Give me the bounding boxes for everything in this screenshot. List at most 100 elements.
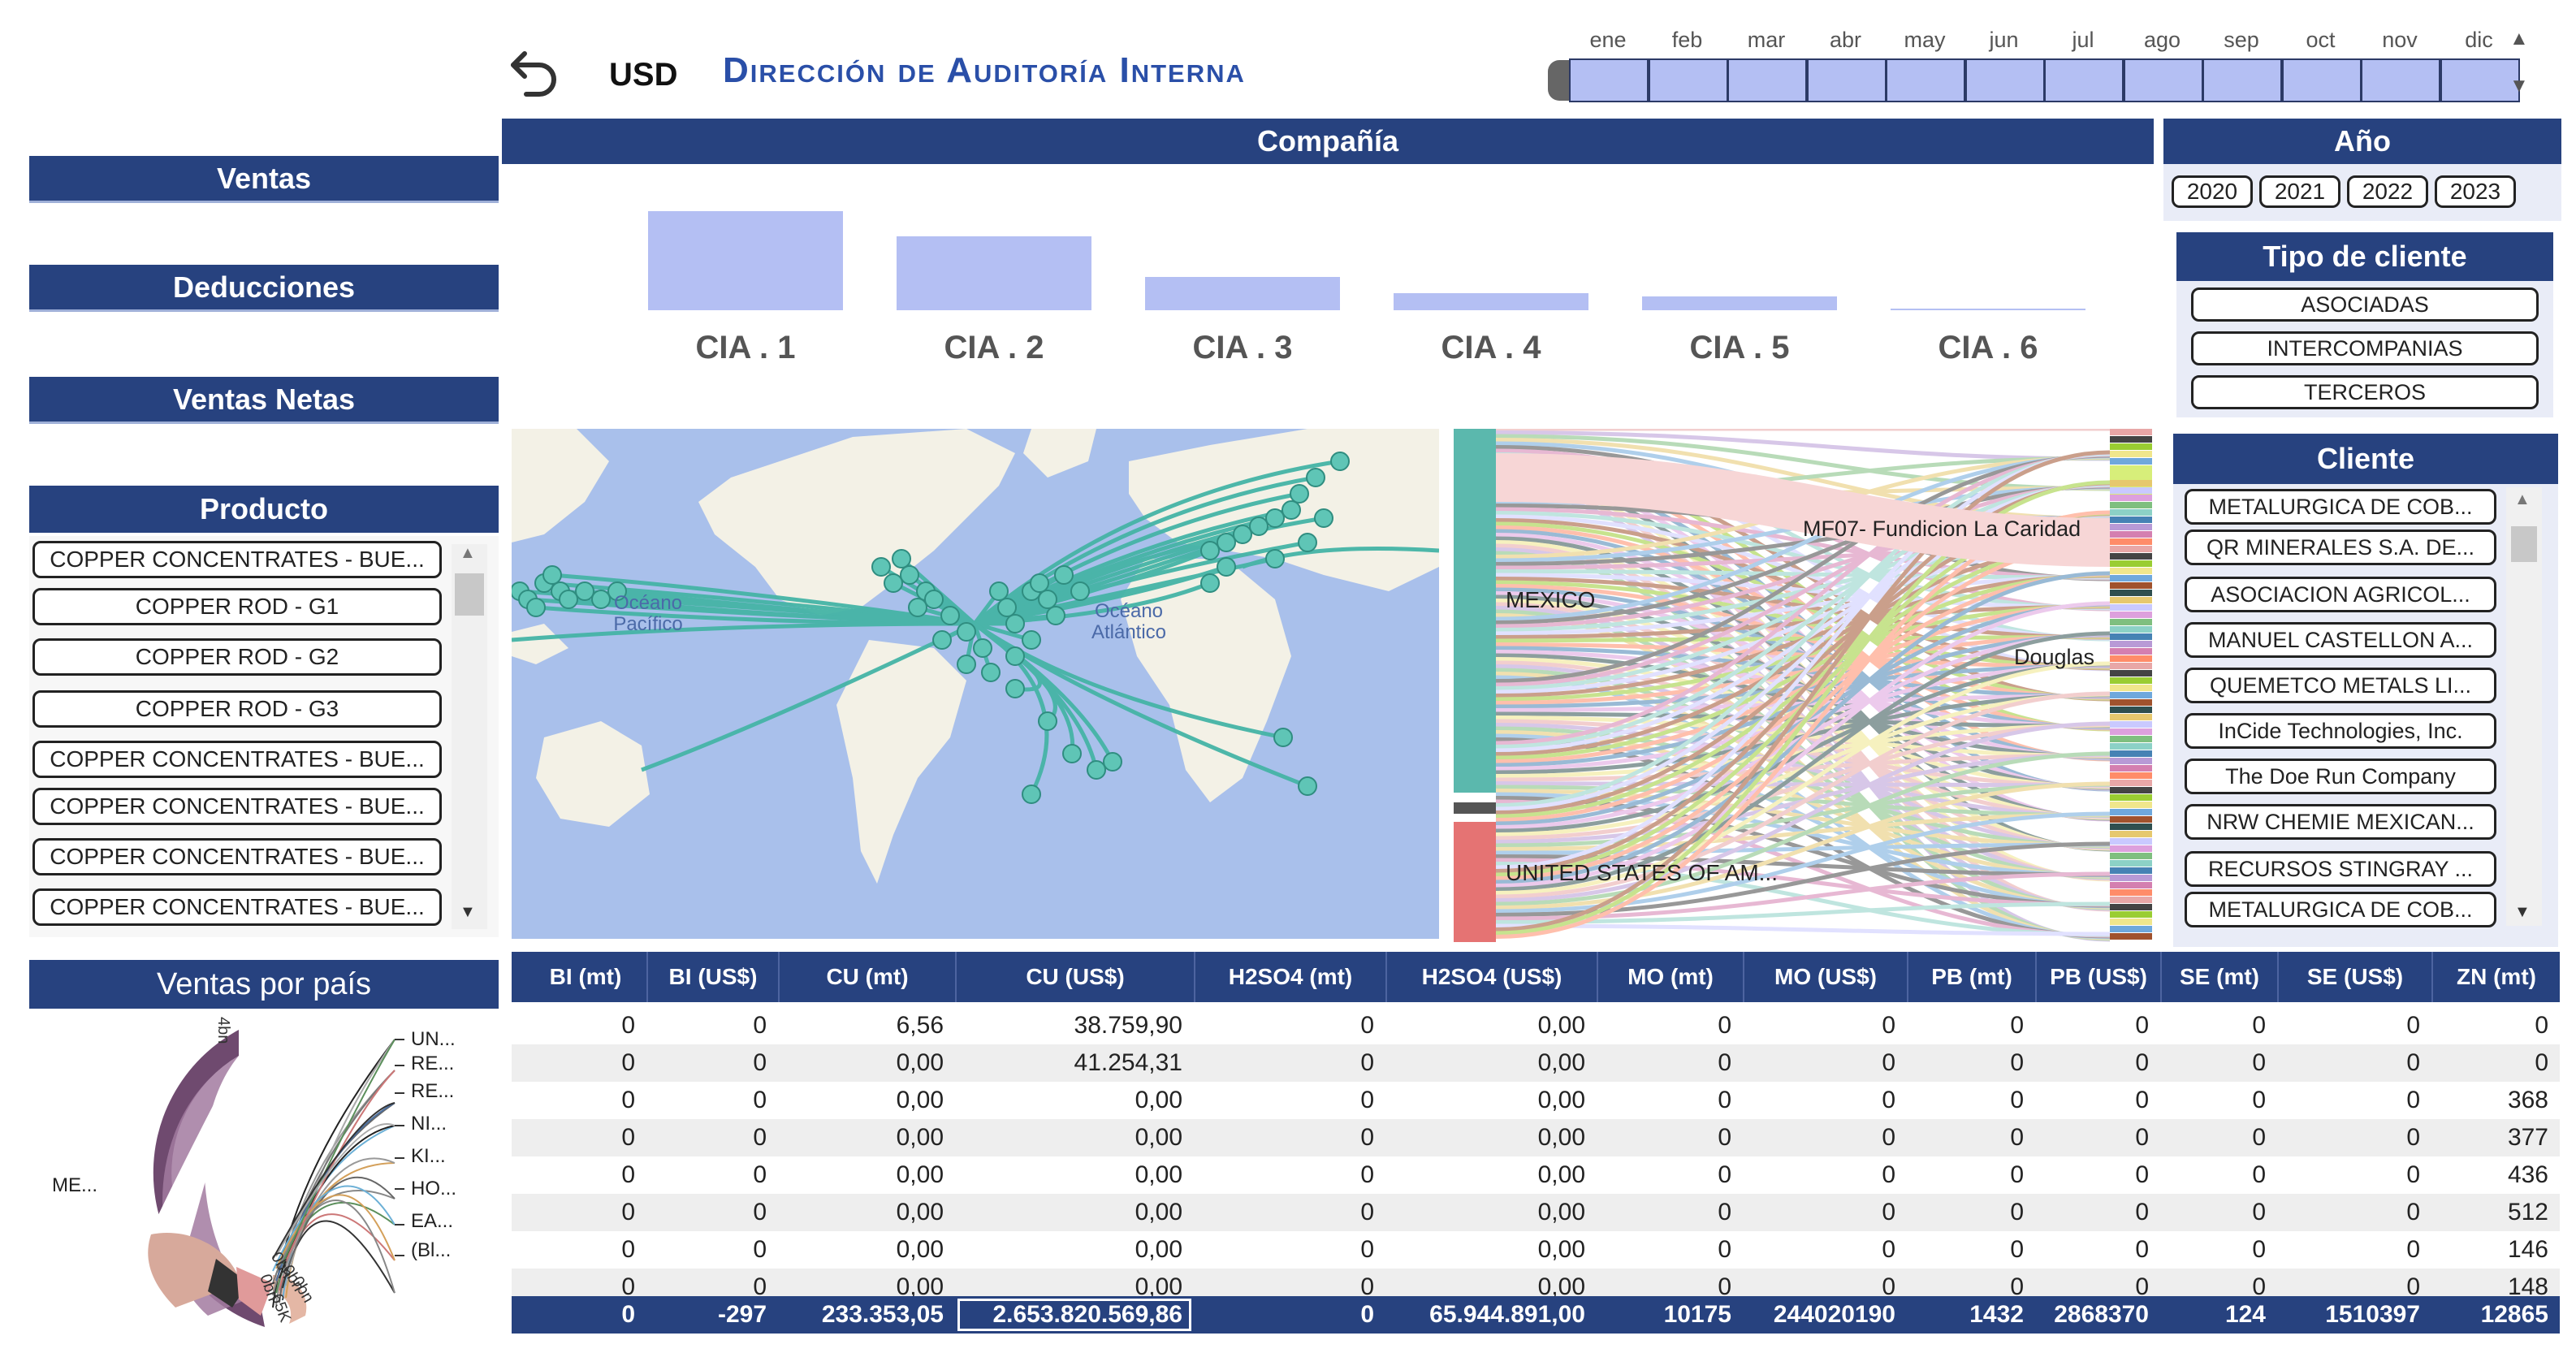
- ventas-netas-button[interactable]: Ventas Netas: [29, 377, 499, 424]
- sankey-right-node: [2110, 699, 2152, 706]
- table-column-header[interactable]: BI (mt): [549, 964, 622, 989]
- back-icon[interactable]: [507, 42, 564, 99]
- producto-item[interactable]: COPPER CONCENTRATES - BUE...: [32, 788, 442, 825]
- sankey-chart[interactable]: MEXICO UNITED STATES OF AM... MF07- Fund…: [1454, 429, 2168, 949]
- cliente-scroll-thumb[interactable]: [2511, 526, 2537, 562]
- table-column-header[interactable]: H2SO4 (mt): [1194, 952, 1385, 1002]
- month-cell-feb[interactable]: [1648, 58, 1728, 102]
- month-cell-dic[interactable]: [2440, 58, 2520, 102]
- table-cell: 0: [2406, 1012, 2420, 1039]
- producto-item[interactable]: COPPER CONCENTRATES - BUE...: [32, 838, 442, 875]
- producto-item[interactable]: COPPER ROD - G1: [32, 588, 442, 625]
- table-column-header[interactable]: CU (US$): [955, 952, 1194, 1002]
- producto-item[interactable]: COPPER ROD - G2: [32, 638, 442, 676]
- tipo-cliente-button[interactable]: INTERCOMPANIAS: [2191, 331, 2539, 365]
- table-row[interactable]: [512, 1044, 2560, 1082]
- month-cell-ago[interactable]: [2123, 58, 2203, 102]
- cliente-item[interactable]: QUEMETCO METALS LI...: [2185, 668, 2496, 703]
- table-column-header[interactable]: BI (US$): [646, 952, 778, 1002]
- sankey-flow: [1495, 601, 2111, 888]
- map-route: [600, 597, 975, 626]
- compania-bar[interactable]: [1891, 308, 2085, 310]
- month-cell-jun[interactable]: [1964, 58, 2045, 102]
- table-cell: 0: [2406, 1161, 2420, 1188]
- month-cell-nov[interactable]: [2361, 58, 2440, 102]
- table-column-header[interactable]: H2SO4 (US$): [1385, 952, 1597, 1002]
- ventas-button[interactable]: Ventas: [29, 156, 499, 203]
- producto-scroll-down-icon[interactable]: ▼: [460, 903, 476, 921]
- cliente-item[interactable]: InCide Technologies, Inc.: [2185, 713, 2496, 749]
- table-column-header[interactable]: PB (US$): [2035, 952, 2160, 1002]
- compania-bar[interactable]: [1394, 293, 1588, 310]
- producto-item[interactable]: COPPER CONCENTRATES - BUE...: [32, 888, 442, 926]
- table-row[interactable]: [512, 1082, 2560, 1119]
- table-column-header[interactable]: ZN (mt): [2431, 952, 2560, 1002]
- cliente-item[interactable]: MANUEL CASTELLON A...: [2185, 622, 2496, 658]
- cliente-item[interactable]: QR MINERALES S.A. DE...: [2185, 530, 2496, 565]
- ventas-pais-chord-chart[interactable]: [29, 1015, 499, 1340]
- table-row[interactable]: [512, 1119, 2560, 1156]
- table-column-header[interactable]: PB (mt): [1907, 952, 2035, 1002]
- cliente-scroll-up-icon[interactable]: ▲: [2514, 491, 2531, 508]
- producto-item[interactable]: COPPER CONCENTRATES - BUE...: [32, 741, 442, 778]
- map-route: [973, 516, 1325, 626]
- sankey-right-node: [2110, 663, 2152, 669]
- year-button-2022[interactable]: 2022: [2347, 175, 2428, 208]
- cliente-item[interactable]: ASOCIACION AGRICOL...: [2185, 577, 2496, 612]
- cliente-item[interactable]: RECURSOS STINGRAY ...: [2185, 851, 2496, 887]
- chord-ribbon-5: [236, 1267, 273, 1316]
- sankey-right-node: [2110, 743, 2152, 750]
- table-row[interactable]: [512, 1007, 2560, 1044]
- sankey-right-node: [2110, 458, 2152, 465]
- producto-item[interactable]: COPPER ROD - G3: [32, 690, 442, 728]
- sankey-right-node: [2110, 787, 2152, 793]
- table-column-header[interactable]: CU (mt): [778, 952, 955, 1002]
- cliente-item[interactable]: The Doe Run Company: [2185, 759, 2496, 794]
- sankey-flow: [1495, 511, 2111, 611]
- cliente-scroll-down-icon[interactable]: ▼: [2514, 903, 2531, 921]
- month-cell-sep[interactable]: [2202, 58, 2282, 102]
- year-button-2020[interactable]: 2020: [2172, 175, 2253, 208]
- year-button-2021[interactable]: 2021: [2259, 175, 2340, 208]
- cliente-item[interactable]: METALURGICA DE COB...: [2185, 892, 2496, 927]
- cliente-item[interactable]: NRW CHEMIE MEXICAN...: [2185, 804, 2496, 840]
- table-column-header[interactable]: MO (mt): [1597, 952, 1743, 1002]
- table-cell: 0,00: [1537, 1124, 1585, 1151]
- map-point: [900, 565, 919, 585]
- compania-bar[interactable]: [648, 211, 843, 310]
- month-slicer-handle[interactable]: [1548, 60, 1569, 101]
- compania-bar[interactable]: [897, 236, 1091, 310]
- table-column-header[interactable]: SE (mt): [2160, 952, 2277, 1002]
- sankey-flow: [1495, 484, 2111, 625]
- month-cell-may[interactable]: [1886, 58, 1965, 102]
- tipo-cliente-button[interactable]: ASOCIADAS: [2191, 287, 2539, 322]
- table-cell: 0,00: [896, 1236, 944, 1263]
- route-map[interactable]: Océano Pacífico Océano Atlántico: [512, 429, 1439, 939]
- chord-ribbon-2: [151, 1056, 239, 1259]
- month-cell-ene[interactable]: [1569, 58, 1649, 102]
- month-cell-jul[interactable]: [2044, 58, 2124, 102]
- table-column-header[interactable]: MO (US$): [1743, 952, 1907, 1002]
- producto-item[interactable]: COPPER CONCENTRATES - BUE...: [32, 541, 442, 578]
- tipo-cliente-button[interactable]: TERCEROS: [2191, 375, 2539, 409]
- table-row[interactable]: [512, 1156, 2560, 1194]
- compania-bar-label: CIA . 6: [1938, 330, 2038, 365]
- compania-bar[interactable]: [1642, 296, 1837, 310]
- cliente-item[interactable]: METALURGICA DE COB...: [2185, 489, 2496, 525]
- month-cell-abr[interactable]: [1806, 58, 1887, 102]
- producto-scroll-up-icon[interactable]: ▲: [460, 544, 476, 562]
- compania-bar[interactable]: [1145, 276, 1340, 310]
- month-label-sep: sep: [2224, 28, 2259, 52]
- month-cell-oct[interactable]: [2281, 58, 2362, 102]
- year-button-2023[interactable]: 2023: [2435, 175, 2516, 208]
- table-column-header[interactable]: SE (US$): [2277, 952, 2431, 1002]
- deducciones-button[interactable]: Deducciones: [29, 265, 499, 312]
- map-point: [1217, 557, 1236, 577]
- month-slicer-scroll-up-icon[interactable]: ▲: [2509, 28, 2529, 50]
- table-cell: 0: [621, 1161, 635, 1188]
- month-slicer-scroll-down-icon[interactable]: ▼: [2509, 75, 2529, 97]
- table-row[interactable]: [512, 1231, 2560, 1269]
- month-cell-mar[interactable]: [1727, 58, 1807, 102]
- producto-scroll-thumb[interactable]: [455, 573, 484, 616]
- table-row[interactable]: [512, 1194, 2560, 1231]
